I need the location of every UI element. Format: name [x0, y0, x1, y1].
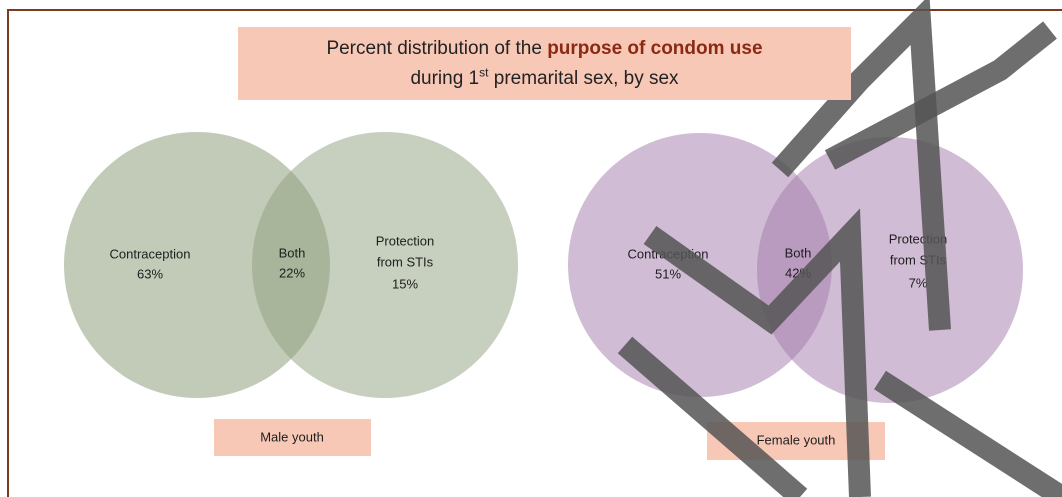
overlap-value: 22%: [279, 265, 305, 280]
title-text: Percent distribution of the: [326, 38, 548, 59]
title-superscript: st: [479, 65, 489, 80]
title-highlight: purpose of condom use: [547, 38, 763, 59]
venn-circle-right: [757, 137, 1023, 403]
set-value: 63%: [137, 266, 163, 281]
set-label: from STIs: [377, 254, 434, 269]
venn-circle-right: [252, 132, 518, 398]
frame: [7, 9, 1062, 497]
title-box: Percent distribution of the purpose of c…: [238, 27, 851, 100]
venn-circle-left: [64, 132, 330, 398]
set-value: 7%: [909, 275, 928, 290]
overlap-label: Both: [785, 245, 812, 260]
group-label: Male youth: [260, 429, 324, 444]
overlap-label: Both: [279, 245, 306, 260]
set-label: Protection: [376, 233, 435, 248]
title-text: premarital sex, by sex: [488, 68, 679, 89]
watermark: [617, 0, 1062, 497]
set-value: 51%: [655, 266, 681, 281]
title-text: during 1: [410, 68, 480, 89]
set-value: 15%: [392, 276, 418, 291]
set-label: Contraception: [110, 246, 191, 261]
group-box: [214, 419, 371, 456]
group-label: Female youth: [757, 432, 836, 447]
